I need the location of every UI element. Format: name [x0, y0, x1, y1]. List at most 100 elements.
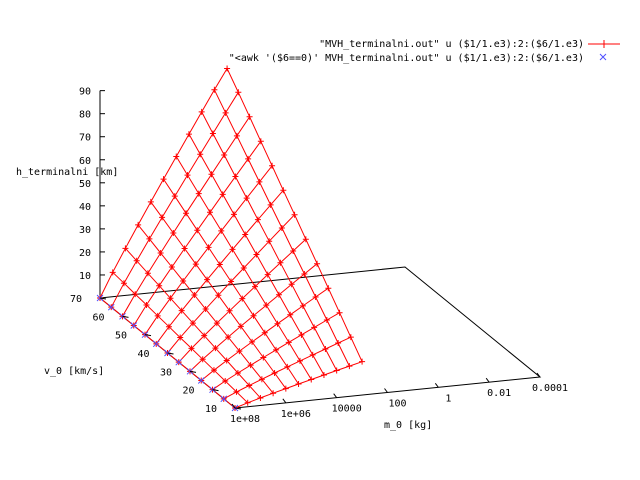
- surface-point: [194, 227, 201, 234]
- surface-point: [197, 151, 204, 158]
- surface-point: [216, 261, 223, 268]
- y-tick-mark: [122, 315, 129, 318]
- surface-point: [236, 348, 243, 355]
- surface-point: [302, 236, 309, 243]
- y-tick-label: 50: [115, 331, 127, 342]
- legend-marker-series-2: [599, 53, 607, 61]
- surface-point: [177, 334, 184, 341]
- base-box: [98, 90, 542, 409]
- z-axis-label: h_terminalni [km]: [16, 167, 118, 178]
- surface-point: [185, 131, 192, 138]
- y-tick-label: 60: [92, 312, 104, 323]
- legend-label-series-2: "<awk '($6==0)' MVH_terminalni.out" u ($…: [229, 53, 584, 64]
- surface-point: [204, 276, 211, 283]
- z-tick-label: 30: [79, 225, 91, 236]
- surface-point: [273, 346, 280, 353]
- surface-point: [201, 332, 208, 339]
- surface-point: [323, 317, 330, 324]
- surface-point: [147, 198, 154, 205]
- surface-point: [256, 178, 263, 185]
- zero-height-point: [130, 322, 138, 329]
- surface-point: [170, 229, 177, 236]
- z-axis-ticks: 10 20 30 40 50 60 70 80 90: [79, 87, 105, 282]
- surface-point: [192, 261, 199, 268]
- z-tick-label: 10: [79, 271, 91, 282]
- surface-point: [309, 351, 316, 358]
- surface-point: [247, 362, 254, 369]
- surface-point: [278, 224, 285, 231]
- y-axis-ticks: 10 20 30 40 50 60 70: [70, 294, 242, 415]
- surface-point: [195, 190, 202, 197]
- surface-point: [211, 86, 218, 93]
- surface-point: [301, 270, 308, 277]
- surface-point: [335, 340, 342, 347]
- surface-point: [146, 235, 153, 242]
- surface-point: [198, 108, 205, 115]
- y-tick-mark: [234, 407, 242, 410]
- legend-label-series-1: "MVH_terminalni.out" u ($1/1.e3):2:($6/1…: [319, 39, 584, 50]
- x-tick-mark: [485, 377, 490, 383]
- surface-point: [207, 209, 213, 216]
- x-tick-mark: [384, 388, 388, 393]
- legend-marker-series-1: [600, 40, 608, 48]
- surface-point: [171, 193, 178, 200]
- zero-height-point: [152, 340, 160, 348]
- surface-point: [181, 245, 188, 252]
- legend: "MVH_terminalni.out" u ($1/1.e3):2:($6/1…: [229, 39, 620, 64]
- surface-point: [215, 292, 222, 299]
- zero-height-point: [220, 395, 228, 403]
- surface-point: [274, 320, 281, 327]
- zero-height-point: [197, 377, 205, 384]
- surface-point: [254, 216, 261, 223]
- y-tick-label: 10: [205, 404, 217, 415]
- surface-point: [246, 113, 253, 120]
- x-tick-mark: [536, 372, 541, 378]
- surface-point: [156, 282, 163, 289]
- y-axis-label: v_0 [km/s]: [44, 366, 104, 377]
- zero-height-point: [107, 303, 115, 311]
- surface-point: [308, 376, 315, 383]
- x-tick-label: 1: [445, 393, 451, 404]
- surface-point: [249, 338, 256, 345]
- x-tick-label: 10000: [332, 404, 362, 415]
- surface-point: [209, 130, 216, 137]
- y-tick-mark: [144, 334, 152, 337]
- surface-point: [189, 320, 196, 327]
- surface-point: [322, 345, 329, 352]
- surface-point: [264, 271, 271, 278]
- surface-point: [239, 295, 246, 302]
- surface-point: [135, 221, 142, 228]
- surface-point: [267, 201, 274, 208]
- surface-point: [314, 260, 321, 267]
- surface-point: [257, 394, 264, 401]
- x-tick-label: 1e+08: [230, 414, 260, 425]
- x-tick-mark: [282, 398, 287, 404]
- surface-point: [263, 302, 270, 309]
- surface-point: [275, 291, 282, 298]
- surface-point: [208, 171, 215, 178]
- x-axis-ticks: 1e+08 1e+06 10000 100 1 0.01 0.0001: [230, 372, 568, 425]
- surface-point: [168, 263, 175, 270]
- surface-point: [219, 191, 226, 198]
- surface-point: [109, 269, 116, 276]
- y-tick-label: 30: [160, 367, 172, 378]
- surface-point: [333, 367, 340, 374]
- surface-point: [244, 399, 251, 406]
- x-tick-mark: [333, 393, 338, 398]
- x-tick-mark: [231, 403, 236, 409]
- y-tick-label: 20: [182, 386, 194, 397]
- surface-point: [154, 312, 161, 319]
- surface-point: [311, 324, 318, 331]
- surface-point: [165, 323, 172, 330]
- y-tick-label: 70: [70, 294, 82, 305]
- x-tick-label: 0.0001: [532, 383, 568, 394]
- mesh-line-velocity-10: [122, 116, 251, 317]
- surface-point: [212, 345, 219, 352]
- surface-point: [218, 227, 225, 234]
- surface-point: [223, 357, 230, 364]
- y-tick-mark: [189, 370, 197, 373]
- surface-point: [144, 270, 151, 277]
- surface-point: [199, 356, 206, 363]
- surface-point: [270, 390, 277, 397]
